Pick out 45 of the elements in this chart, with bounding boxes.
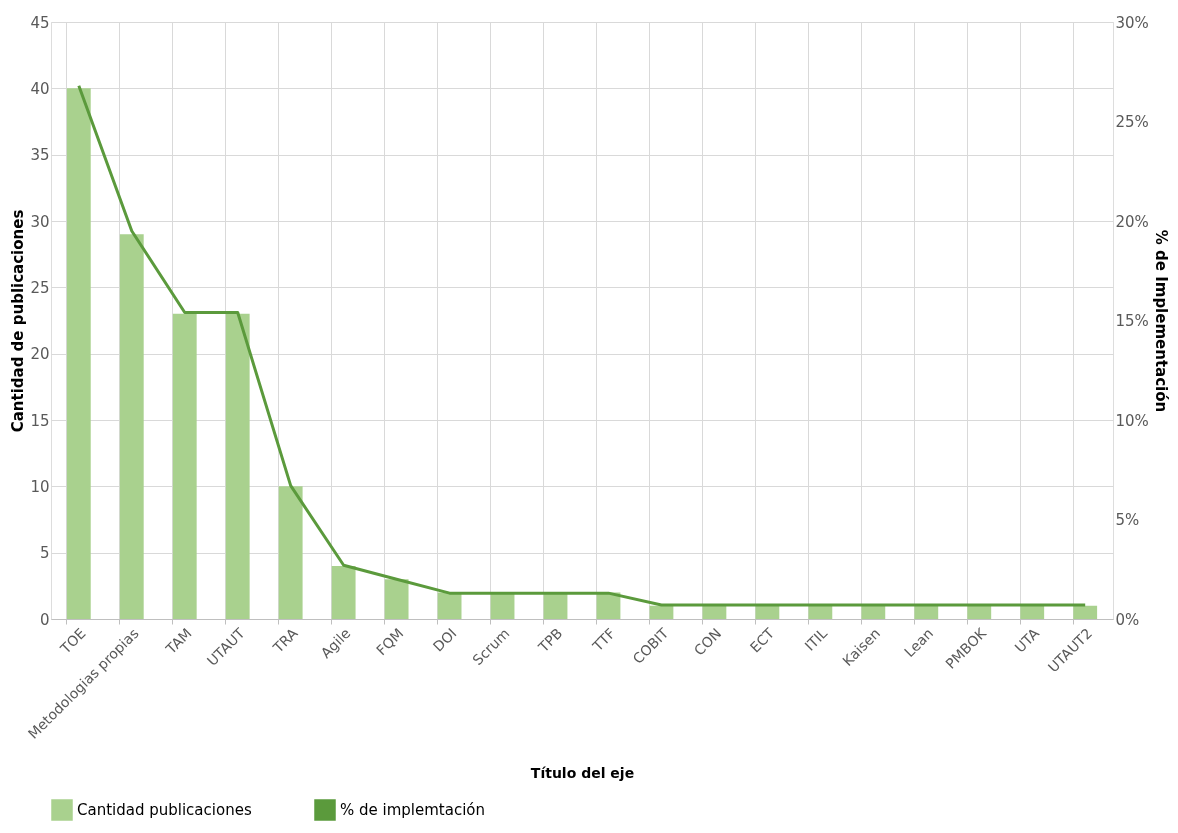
y-tick-label: 25 — [30, 278, 50, 297]
y2-tick-label: 15% — [1115, 312, 1149, 330]
x-tick-label: DOI — [429, 625, 460, 655]
bar — [437, 592, 462, 619]
bar — [755, 605, 780, 619]
bar — [1020, 605, 1045, 619]
y2-tick-label: 20% — [1115, 212, 1149, 231]
y2-tick-label: 10% — [1115, 411, 1149, 430]
x-tick-label: ITIL — [801, 624, 831, 654]
y-tick-label: 20 — [30, 345, 50, 364]
bar — [861, 605, 886, 619]
bar — [967, 605, 992, 619]
legend-label: Cantidad publicaciones — [77, 801, 252, 819]
y-tick-label: 0 — [39, 610, 50, 629]
y-tick-label: 15 — [30, 411, 50, 430]
line-series — [77, 84, 1087, 607]
bar — [331, 565, 356, 619]
y-tick-label: 30 — [30, 212, 50, 231]
bar — [66, 88, 91, 619]
y2-tick-label: 0% — [1115, 610, 1140, 629]
y2-tick-label: 5% — [1115, 511, 1140, 529]
bar — [808, 605, 833, 619]
y-tick-label: 35 — [30, 146, 50, 165]
x-axis-title: Título del eje — [530, 764, 635, 781]
y2-tick-label: 25% — [1115, 113, 1149, 131]
bar — [384, 579, 409, 619]
y-tick-label: 5 — [39, 544, 50, 563]
x-tick-label: TRA — [269, 624, 301, 657]
legend-label: % de implemtación — [340, 801, 486, 819]
y2-tick-label: 30% — [1115, 13, 1149, 32]
y-tick-label: 10 — [30, 477, 50, 496]
bar — [1073, 605, 1098, 619]
x-tick-label: TPB — [534, 625, 566, 656]
bar — [172, 313, 197, 619]
bar — [119, 234, 144, 619]
y-tick-label: 40 — [30, 79, 50, 98]
x-tick-label: UTA — [1011, 624, 1043, 656]
y-tick-label: 45 — [30, 13, 50, 32]
x-tick-label: TTF — [588, 625, 619, 655]
y2-axis-title: % de Implementación — [1151, 229, 1170, 413]
bar — [278, 486, 303, 619]
bar — [649, 605, 674, 619]
y-axis-title: Cantidad de publicaciones — [9, 209, 28, 433]
bar — [914, 605, 939, 619]
bar — [225, 313, 250, 619]
